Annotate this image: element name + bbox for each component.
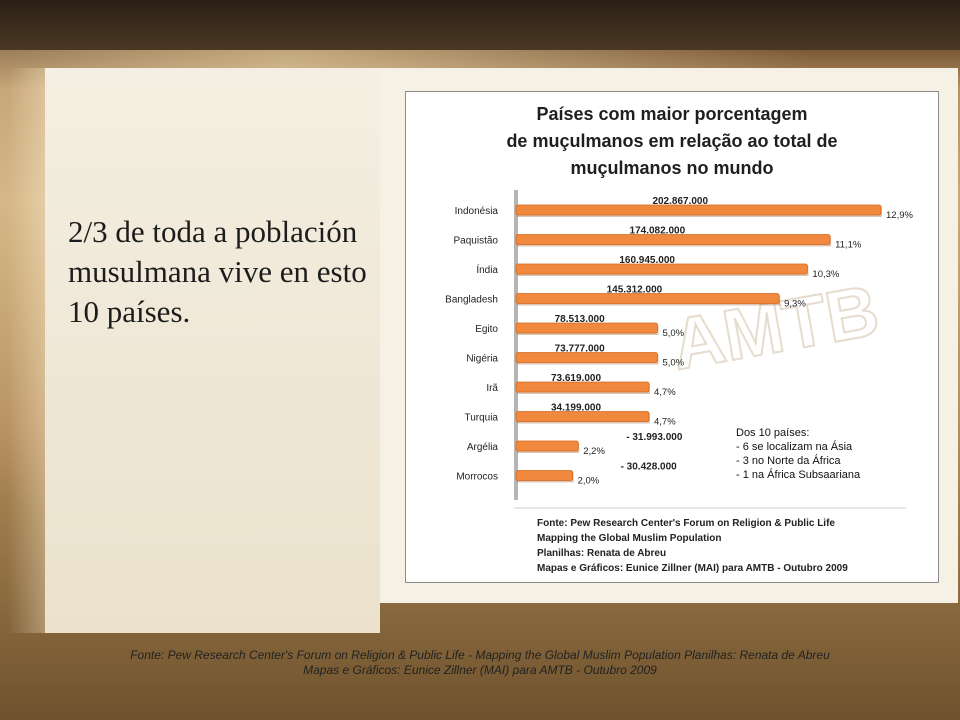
population-label: - 31.993.000 [626,432,683,443]
bar [515,440,579,452]
bar-chart: AMTB Países com maior porcentagem de muçu… [445,104,913,574]
percent-label: 2,0% [578,476,600,487]
chart-image: AMTB Países com maior porcentagem de muçu… [405,91,939,583]
percent-label: 5,0% [662,358,684,369]
percent-label: 12,9% [886,210,913,221]
bar [515,204,882,216]
category-label: Irã [486,383,498,394]
bar [515,411,650,422]
slide-footer: Fonte: Pew Research Center's Forum on Re… [40,648,920,678]
population-label: 73.619.000 [551,373,601,384]
population-label: 174.082.000 [630,226,686,237]
bar [515,263,808,275]
percent-label: 4,7% [654,417,676,428]
category-label: Paquistão [454,236,499,247]
population-label: 78.513.000 [555,314,605,325]
footer-line-2: Mapas e Gráficos: Eunice Zillner (MAI) p… [303,663,657,677]
note-line: Dos 10 países: [736,427,809,439]
percent-label: 10,3% [812,269,839,280]
population-label: 34.199.000 [551,403,601,414]
top-band [0,0,960,50]
footer-line-1: Fonte: Pew Research Center's Forum on Re… [130,648,830,662]
chart-title-line: muçulmanos no mundo [570,158,773,178]
note-line: - 1 na África Subsaariana [736,468,861,481]
population-label: - 30.428.000 [621,462,678,473]
bar [515,293,780,304]
source-line: Fonte: Pew Research Center's Forum on Re… [537,518,835,529]
category-label: Indonésia [455,206,499,217]
category-label: Índia [476,263,498,276]
slide-heading: 2/3 de toda a población musulmana vive e… [68,214,367,329]
chart-source: Fonte: Pew Research Center's Forum on Re… [514,507,906,574]
population-label: 145.312.000 [607,285,663,296]
left-panel [45,68,380,633]
left-panel-glow [8,68,45,633]
population-label: 73.777.000 [555,344,605,355]
source-line: Planilhas: Renata de Abreu [537,548,666,559]
population-label: 160.945.000 [619,255,675,266]
bar [515,234,831,245]
chart-note: Dos 10 países:- 6 se localizam na Ásia- … [736,427,861,481]
category-label: Egito [475,324,498,335]
chart-title-line: de muçulmanos em relação ao total de [506,131,837,151]
percent-label: 9,3% [784,299,806,310]
percent-label: 5,0% [662,328,684,339]
note-line: - 6 se localizam na Ásia [736,440,853,453]
chart-watermark: AMTB [666,271,885,386]
chart-title: Países com maior porcentagem de muçulmano… [506,104,837,178]
source-line: Mapas e Gráficos: Eunice Zillner (MAI) p… [537,563,848,574]
category-label: Nigéria [466,354,498,365]
chart-title-line: Países com maior porcentagem [536,104,807,124]
population-label: 202.867.000 [652,196,708,207]
category-label: Morrocos [456,472,498,483]
category-label: Argélia [467,442,499,453]
bar [515,352,658,363]
category-label: Turquia [464,413,498,424]
percent-label: 4,7% [654,387,676,398]
percent-label: 11,1% [835,240,862,251]
note-line: - 3 no Norte da África [736,454,841,467]
category-label: Bangladesh [445,295,498,306]
bar [515,381,650,393]
bar [515,470,573,481]
percent-label: 2,2% [583,446,605,457]
bar [515,322,658,334]
chart-bars: Indonésia 12,9% 202.867.000 Paquistão 11,1% 1… [445,190,913,500]
source-line: Mapping the Global Muslim Population [537,533,721,544]
